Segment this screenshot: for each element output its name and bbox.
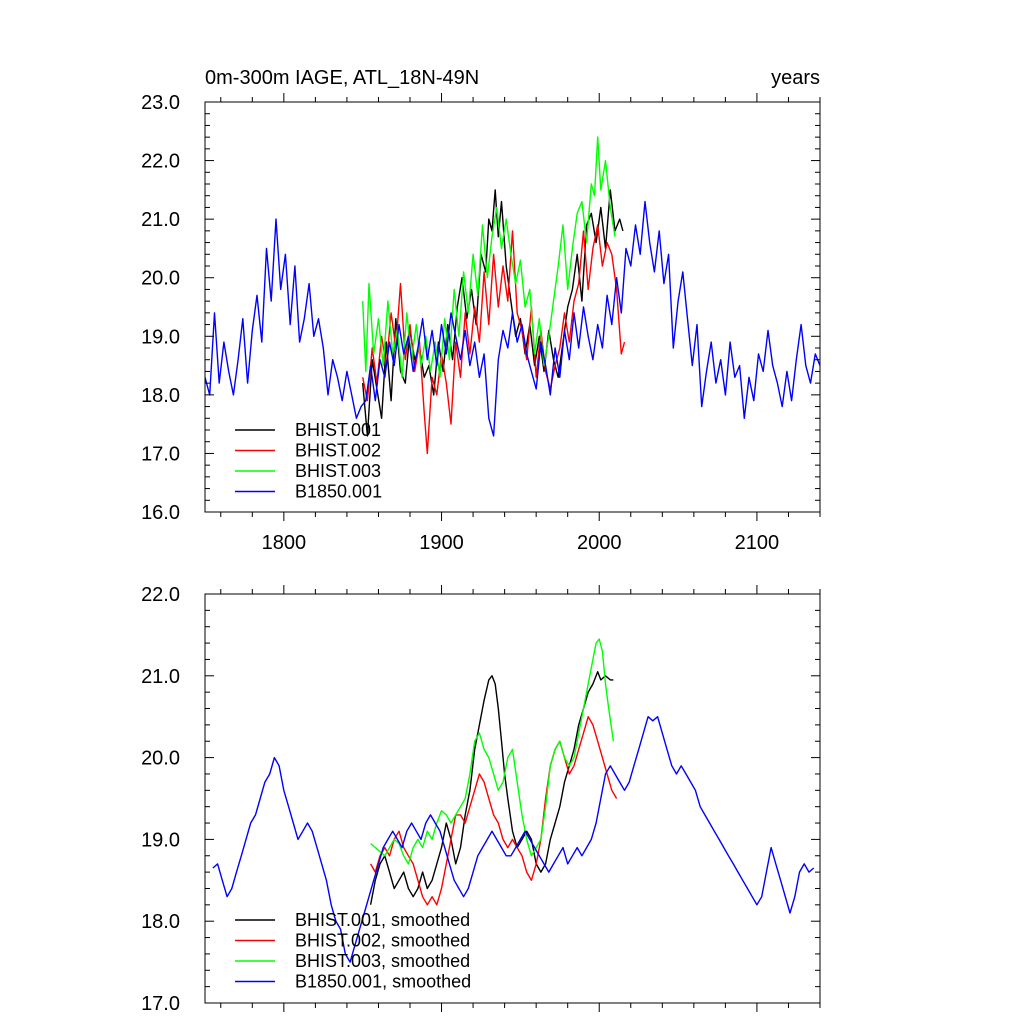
bottom-y-tick-label: 18.0: [141, 911, 180, 933]
top-y-tick-label: 23.0: [141, 92, 180, 114]
top-y-tick-label: 21.0: [141, 209, 180, 231]
top-x-tick-label: 1800: [262, 532, 307, 554]
bottom-series-line-2: [369, 716, 618, 906]
bottom-legend-label-2: BHIST.002, smoothed: [295, 931, 470, 951]
top-x-tick-label: 2000: [577, 532, 622, 554]
top-y-tick-label: 17.0: [141, 443, 180, 465]
top-legend-label-3: BHIST.003: [295, 461, 381, 481]
bottom-legend-label-1: BHIST.001, smoothed: [295, 910, 470, 930]
top-chart-title: 0m-300m IAGE, ATL_18N-49N: [205, 67, 479, 89]
top-y-tick-label: 20.0: [141, 268, 180, 290]
bottom-y-tick-label: 19.0: [141, 829, 180, 851]
top-plot-frame: [204, 101, 821, 513]
bottom-legend-label-3: BHIST.003, smoothed: [295, 951, 470, 971]
bottom-series-line-1: [369, 671, 614, 905]
top-y-tick-label: 18.0: [141, 385, 180, 407]
top-y-tick-label: 16.0: [141, 502, 180, 524]
bottom-chart-panel: 17.0 18.0 19.0 20.0 21.0 22.0 BHIST.001, smoo…: [141, 584, 821, 1015]
top-legend-label-1: BHIST.001: [295, 420, 381, 440]
bottom-series-line-3: [370, 638, 615, 865]
top-series-line-3: [362, 136, 616, 378]
top-legend-label-4: B1850.001: [295, 482, 382, 502]
bottom-y-tick-label: 20.0: [141, 748, 180, 770]
top-y-tick-label: 19.0: [141, 326, 180, 348]
bottom-legend-label-4: B1850.001, smoothed: [295, 972, 471, 992]
top-chart-panel: 0m-300m IAGE, ATL_18N-49N years 16.0 17.0…: [141, 67, 821, 554]
bottom-series-line-4: [212, 716, 815, 963]
top-chart-series-group: [205, 136, 820, 455]
top-chart-units-label: years: [771, 67, 820, 89]
top-x-tick-label: 1900: [419, 532, 464, 554]
top-chart-axes: 16.0 17.0 18.0 19.0 20.0 21.0 22.0 23.0 1800 1900…: [141, 92, 821, 554]
top-y-tick-label: 22.0: [141, 151, 180, 173]
bottom-plot-frame: [204, 593, 821, 1004]
bottom-y-tick-label: 21.0: [141, 666, 180, 688]
bottom-chart-series-group: [212, 638, 815, 963]
top-series-line-2: [362, 224, 626, 455]
bottom-y-tick-label: 22.0: [141, 584, 180, 606]
top-series-line-4: [205, 200, 820, 437]
top-x-tick-label: 2100: [735, 532, 780, 554]
top-legend-label-2: BHIST.002: [295, 441, 381, 461]
bottom-y-tick-label: 17.0: [141, 993, 180, 1015]
bottom-chart-axes: 17.0 18.0 19.0 20.0 21.0 22.0: [141, 584, 821, 1015]
